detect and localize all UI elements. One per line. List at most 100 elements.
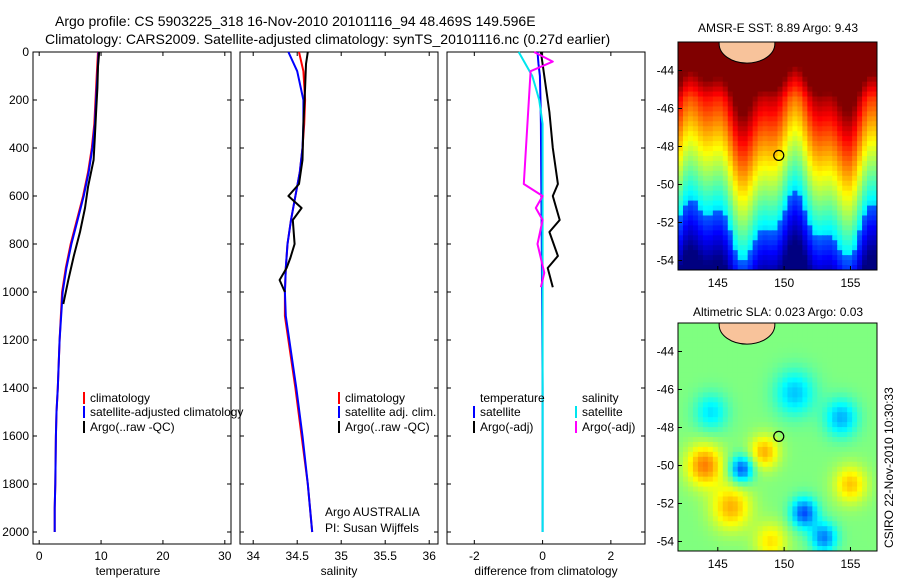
sst-map-cell — [692, 190, 699, 197]
sla-map-cell — [732, 526, 739, 532]
sst-map-cell — [827, 260, 833, 266]
sst-map-cell — [782, 151, 789, 157]
sst-map-cell — [792, 205, 798, 212]
sst-map-cell — [752, 66, 759, 73]
sla-map-cell — [872, 546, 877, 551]
sla-map-cell — [797, 357, 803, 364]
sla-map-cell — [872, 352, 877, 359]
sst-map-cell — [847, 265, 853, 270]
sst-map-cell — [767, 180, 774, 187]
sst-map-cell — [847, 42, 853, 48]
sst-map-cell — [782, 116, 789, 122]
sst-map-cell — [727, 136, 734, 142]
sst-map-cell — [817, 195, 823, 202]
sla-map-cell — [857, 546, 863, 551]
sla-map-cell — [802, 531, 808, 537]
depth-tick-label: 2000 — [2, 525, 29, 539]
sst-map-cell — [812, 71, 818, 78]
sst-map-cell — [747, 96, 754, 103]
sst-map-cell — [678, 240, 684, 246]
sla-map-cell — [872, 456, 877, 463]
sst-map-cell — [722, 71, 729, 78]
sst-map-cell — [787, 220, 794, 226]
sla-map-cell — [807, 422, 813, 428]
sla-map-cell — [847, 327, 853, 334]
sst-map-cell — [837, 146, 843, 152]
sst-map-cell — [678, 185, 684, 192]
sst-map-cell — [702, 76, 709, 83]
sla-map-cell — [797, 412, 803, 418]
sla-map-cell — [792, 496, 798, 503]
sst-map-cell — [712, 210, 719, 217]
sst-map-cell — [727, 230, 734, 236]
sla-map-cell — [847, 392, 853, 398]
sst-map-cell — [792, 185, 798, 192]
sla-map-cell — [792, 327, 798, 334]
sst-map-cell — [692, 96, 699, 103]
sla-map-cell — [867, 392, 873, 398]
sla-map-cell — [787, 446, 794, 453]
sla-map-cell — [792, 441, 798, 448]
sst-map-cell — [797, 106, 803, 112]
sst-map-cell — [717, 195, 724, 202]
sla-map-cell — [787, 372, 794, 379]
sst-map-cell — [812, 96, 818, 103]
depth-tick-label: 1400 — [2, 381, 29, 395]
sst-map-cell — [862, 255, 868, 261]
sla-map-cell — [727, 481, 734, 488]
sst-map-cell — [757, 156, 764, 162]
sst-map-cell — [722, 165, 729, 172]
sla-map-cell — [787, 367, 794, 374]
sst-map-cell — [812, 235, 818, 241]
sla-map-cell — [762, 531, 769, 537]
sla-map-cell — [727, 437, 734, 443]
sla-map-cell — [772, 536, 779, 542]
sla-map-cell — [702, 412, 709, 418]
sla-map-cell — [827, 437, 833, 443]
sst-map-cell — [732, 86, 739, 93]
sla-map-cell — [702, 486, 709, 493]
sst-map-cell — [827, 136, 833, 142]
sst-map-cell — [862, 245, 868, 251]
sst-map-cell — [697, 56, 704, 63]
sla-map-cell — [872, 531, 877, 537]
sla-map-cell — [847, 372, 853, 379]
sla-map-cell — [817, 446, 823, 453]
sla-map-cell — [847, 332, 853, 339]
sla-map-cell — [727, 367, 734, 374]
sst-map-cell — [822, 260, 828, 266]
sla-map-cell — [797, 481, 803, 488]
sst-map-cell — [752, 190, 759, 197]
sst-map-cell — [797, 160, 803, 167]
sla-map-cell — [782, 521, 789, 527]
sst-map-cell — [807, 235, 813, 241]
sla-map-cell — [747, 412, 754, 418]
sla-map-cell — [842, 397, 848, 403]
sla-map-cell — [712, 536, 719, 542]
sst-map-cell — [797, 240, 803, 246]
sla-map-cell — [762, 357, 769, 364]
sst-map-cell — [707, 91, 714, 98]
sst-map-cell — [832, 195, 838, 202]
sla-map-cell — [832, 337, 838, 344]
sst-map-cell — [852, 71, 858, 78]
sst-map-cell — [742, 255, 749, 261]
sla-map-cell — [787, 422, 794, 428]
sla-map-cell — [797, 367, 803, 374]
sst-map-cell — [872, 205, 877, 212]
sst-map-cell — [827, 131, 833, 137]
sst-map-cell — [832, 265, 838, 270]
sla-map-cell — [722, 372, 729, 379]
sst-map-cell — [827, 66, 833, 73]
sla-map-cell — [692, 446, 699, 453]
sla-map-cell — [862, 422, 868, 428]
sst-map-cell — [707, 210, 714, 217]
sst-map-cell — [767, 131, 774, 137]
sst-map-cell — [707, 126, 714, 132]
sla-map-cell — [777, 521, 784, 527]
sst-map-cell — [802, 86, 808, 93]
sla-map-cell — [757, 521, 764, 527]
sla-map-cell — [752, 546, 759, 551]
sla-map-cell — [732, 357, 739, 364]
